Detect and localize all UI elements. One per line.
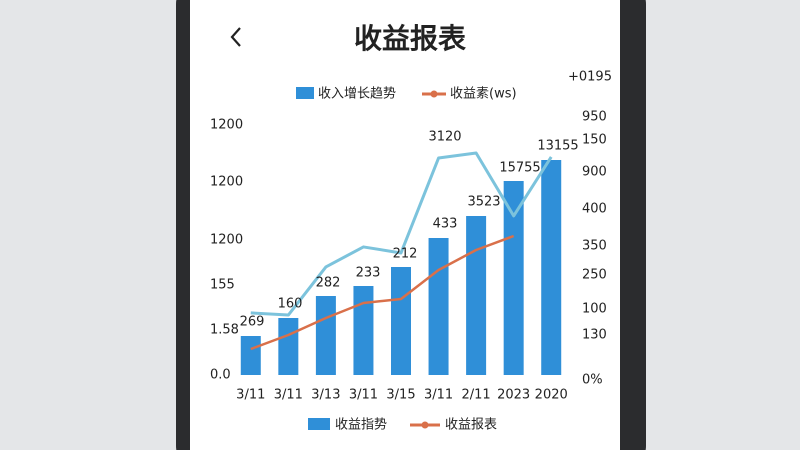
annotation: 212 bbox=[393, 247, 418, 262]
y-tick-label: 1200 bbox=[210, 118, 243, 133]
x-tick-label: 2/11 bbox=[462, 388, 491, 403]
annotation: 13155 bbox=[537, 139, 578, 154]
y2-tick-label: 150 bbox=[582, 133, 607, 148]
bar bbox=[503, 181, 524, 375]
annotation: 233 bbox=[356, 266, 381, 281]
y2-tick-label: 950 bbox=[582, 110, 607, 125]
annotation: +0195 bbox=[568, 70, 612, 85]
y-tick-label: 155 bbox=[210, 278, 235, 293]
bar bbox=[466, 216, 487, 375]
x-tick-label: 3/11 bbox=[349, 388, 378, 403]
bar bbox=[240, 336, 261, 375]
back-button[interactable] bbox=[230, 27, 241, 47]
line bbox=[250, 234, 515, 351]
legend-label: 收益素(ws) bbox=[450, 87, 517, 102]
annotation: 160 bbox=[278, 297, 303, 312]
annotation: 433 bbox=[433, 217, 458, 232]
y-tick-label: 0.0 bbox=[210, 368, 231, 383]
x-tick-label: 3/15 bbox=[386, 388, 415, 403]
y2-tick-label: 900 bbox=[582, 164, 607, 179]
legend-label: 收益指势 bbox=[335, 417, 387, 433]
legend-swatch bbox=[421, 421, 429, 429]
annotation: 3523 bbox=[467, 195, 500, 210]
x-tick-label: 3/13 bbox=[311, 388, 340, 403]
x-tick-label: 2023 bbox=[497, 388, 530, 403]
chart-title: 收益报表 bbox=[354, 22, 466, 55]
legend-swatch bbox=[430, 90, 438, 98]
bar bbox=[353, 286, 374, 375]
bar bbox=[315, 296, 336, 375]
annotation: 282 bbox=[316, 276, 341, 291]
line bbox=[250, 151, 553, 317]
y2-tick-label: 100 bbox=[582, 301, 607, 316]
x-tick-label: 2020 bbox=[535, 388, 568, 403]
y-tick-label: 1200 bbox=[210, 175, 243, 190]
annotation: 3120 bbox=[428, 130, 461, 145]
annotation: 15755 bbox=[499, 161, 540, 176]
legend-label: 收入增长趋势 bbox=[318, 86, 396, 102]
bar bbox=[428, 238, 449, 375]
legend-swatch bbox=[308, 418, 330, 430]
annotation: 269 bbox=[240, 315, 265, 330]
bar bbox=[278, 318, 299, 375]
y2-tick-label: 400 bbox=[582, 202, 607, 217]
bar bbox=[541, 160, 562, 375]
x-tick-label: 3/11 bbox=[424, 388, 453, 403]
x-tick-label: 3/11 bbox=[274, 388, 303, 403]
bar bbox=[391, 267, 411, 375]
y2-tick-label: 130 bbox=[582, 328, 607, 343]
legend-label: 收益报表 bbox=[445, 418, 497, 433]
y-tick-label: 1200 bbox=[210, 233, 243, 248]
y2-tick-label: 250 bbox=[582, 268, 607, 283]
y2-tick-label: 350 bbox=[582, 238, 607, 253]
legend-swatch bbox=[296, 87, 314, 99]
x-tick-label: 3/11 bbox=[236, 388, 265, 403]
y2-tick-label: 0% bbox=[582, 373, 603, 388]
y-tick-label: 1.58 bbox=[210, 323, 239, 338]
